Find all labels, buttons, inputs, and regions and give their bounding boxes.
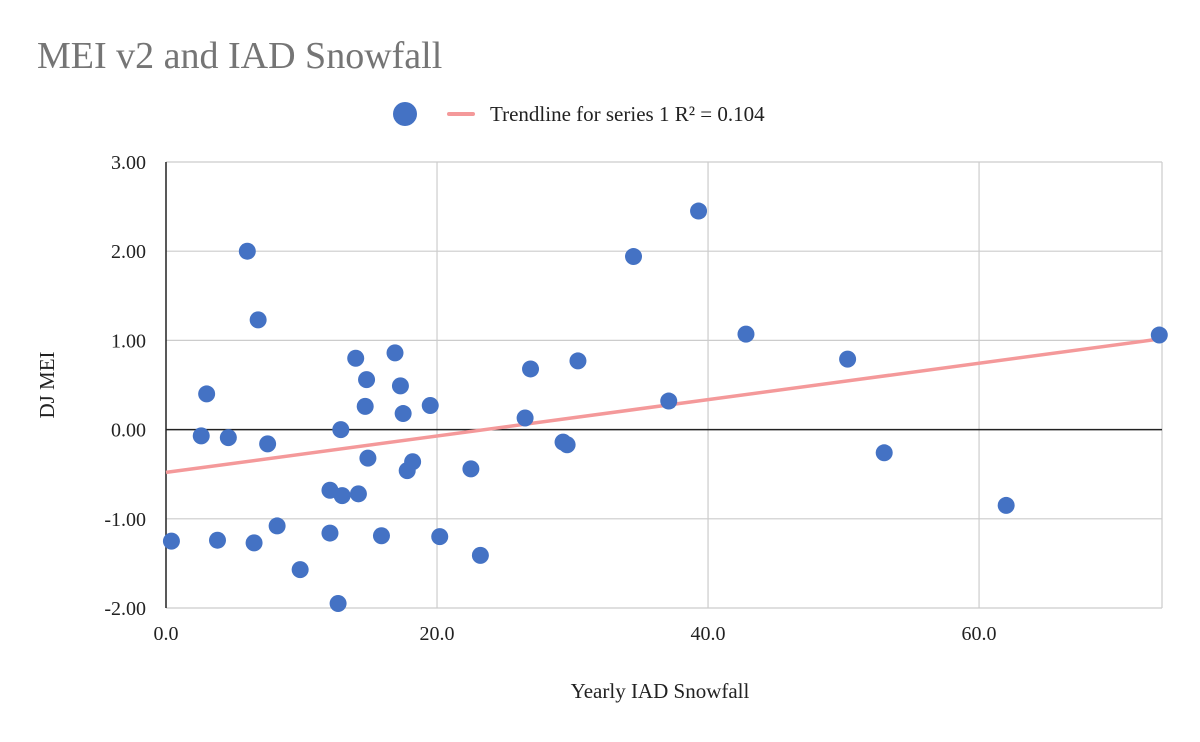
x-tick-label: 0.0 [154,623,179,645]
data-point [358,371,376,389]
data-point [394,405,412,423]
data-point [162,532,180,550]
y-axis-title: DJ MEI [35,351,59,418]
data-point [208,531,226,549]
data-point [471,546,489,564]
data-point [660,392,678,410]
data-point [391,377,409,395]
data-point [875,444,893,462]
data-point [386,344,404,362]
axes [165,162,1162,608]
data-point [372,527,390,545]
data-point [522,360,540,378]
data-point [516,409,534,427]
data-point [558,436,576,454]
data-point [997,496,1015,514]
data-point [291,561,309,579]
legend-marker-trendline [447,112,475,116]
data-point [404,453,422,471]
y-tick-label: 2.00 [111,241,146,263]
x-tick-label: 60.0 [962,623,997,645]
data-point [625,248,643,266]
data-point [321,524,339,542]
data-point [192,427,210,445]
legend-label-trendline: Trendline for series 1 R² = 0.104 [490,101,765,126]
data-point [349,485,367,503]
data-point [1150,326,1168,344]
data-point [421,397,439,415]
data-point [329,595,347,613]
y-tick-label: -2.00 [104,598,146,620]
y-tick-label: 0.00 [111,420,146,442]
x-axis-title: Yearly IAD Snowfall [571,679,750,703]
y-tick-label: -1.00 [104,509,146,531]
data-point [690,202,708,220]
data-point [333,487,351,505]
data-point [259,435,277,453]
data-point [839,350,857,368]
data-point [198,385,216,403]
data-point [249,311,267,329]
data-point [356,397,374,415]
legend-marker-series-1 [393,102,417,126]
x-tick-label: 20.0 [420,623,455,645]
data-point [238,242,256,260]
data-point [569,352,587,370]
data-point [245,534,263,552]
x-tick-label: 40.0 [691,623,726,645]
data-point [737,325,755,343]
data-point [359,449,377,467]
y-tick-label: 3.00 [111,152,146,174]
data-point [219,429,237,447]
tick-labels: 3.00 2.00 1.00 0.00 -1.00 -2.00 0.0 20.0 40.0 60.… [104,152,996,645]
data-point [431,528,449,546]
data-point [268,517,286,535]
data-point [332,421,350,439]
data-point [462,460,480,478]
data-point [347,349,365,367]
legend: Trendline for series 1 R² = 0.104 [393,100,765,128]
grid-lines [166,161,1163,609]
data-points [162,202,1168,613]
y-tick-label: 1.00 [111,330,146,352]
chart-title: MEI v2 and IAD Snowfall [37,35,443,77]
